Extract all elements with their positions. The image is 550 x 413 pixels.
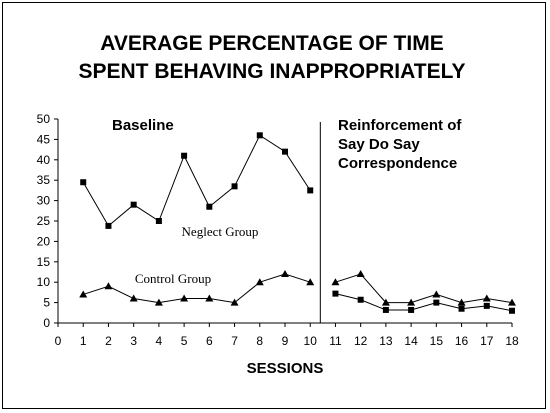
data-point-triangle	[381, 298, 390, 306]
x-tick-label: 0	[55, 334, 62, 348]
data-point-triangle	[356, 270, 365, 278]
data-point-triangle	[205, 294, 214, 302]
y-tick-label: 30	[37, 194, 51, 208]
data-point-square	[307, 187, 314, 194]
phase-label-2-line-1: Reinforcement of	[338, 117, 462, 134]
x-tick-label: 4	[156, 334, 163, 348]
data-point-square	[105, 222, 112, 229]
data-point-square	[206, 203, 213, 210]
x-tick-label: 3	[130, 334, 137, 348]
data-point-square	[130, 201, 137, 208]
data-point-triangle	[508, 298, 516, 306]
x-tick-label: 11	[329, 334, 342, 348]
y-tick-label: 10	[37, 275, 51, 289]
series-labels: Neglect Group Control Group	[135, 224, 259, 286]
title-line-2: SPENT BEHAVING INAPPROPRIATELY	[78, 60, 465, 83]
y-tick-label: 45	[37, 132, 51, 146]
x-tick-label: 5	[181, 334, 188, 348]
data-point-square	[382, 306, 389, 313]
data-point-triangle	[306, 278, 315, 286]
x-tick-label: 17	[480, 334, 494, 348]
y-tick-label: 0	[43, 316, 50, 330]
series-line	[335, 273, 513, 304]
y-tick-label: 15	[37, 255, 51, 269]
data-point-square	[181, 152, 188, 159]
data-point-triangle	[432, 290, 441, 298]
data-point-square	[282, 148, 288, 155]
data-point-square	[483, 302, 490, 309]
phase-label-1-line-1: Baseline	[112, 117, 174, 134]
y-tick-label: 20	[37, 234, 51, 248]
phase-label-2-line-2: Say Do Say	[338, 136, 420, 153]
x-tick-label: 9	[282, 334, 289, 348]
y-tick-label: 50	[37, 112, 51, 126]
series-line	[83, 273, 311, 304]
data-point-triangle	[457, 298, 466, 306]
chart-title: AVERAGE PERCENTAGE OF TIME SPENT BEHAVIN…	[78, 32, 465, 83]
data-point-triangle	[281, 270, 289, 278]
phase-labels: Baseline Reinforcement of Say Do Say Corres…	[112, 117, 462, 172]
series-label-control: Control Group	[135, 271, 211, 286]
series-line	[335, 293, 513, 312]
x-tick-label: 12	[354, 334, 368, 348]
data-point-square	[332, 290, 339, 297]
data-point-square	[231, 183, 238, 190]
x-tick-label: 14	[404, 334, 418, 348]
data-point-square	[155, 218, 162, 224]
data-point-square	[256, 132, 263, 139]
series-label-neglect: Neglect Group	[182, 224, 259, 239]
x-tick-label: 10	[304, 334, 318, 348]
data-point-triangle	[154, 298, 163, 306]
x-tick-label: 13	[379, 334, 393, 348]
data-point-triangle	[255, 278, 264, 286]
data-point-triangle	[482, 294, 491, 302]
x-tick-label: 6	[206, 334, 213, 348]
data-point-triangle	[129, 294, 138, 302]
series-line	[82, 134, 311, 227]
x-tick-label: 18	[505, 334, 519, 348]
y-tick-label: 25	[37, 214, 51, 228]
x-tick-label: 1	[80, 334, 87, 348]
data-point-triangle	[331, 278, 340, 286]
data-point-triangle	[230, 298, 239, 306]
series-control-group	[79, 270, 516, 306]
phase-label-2-line-3: Correspondence	[338, 155, 457, 172]
x-tick-label: 15	[430, 334, 444, 348]
y-tick-label: 5	[43, 296, 50, 310]
data-point-square	[458, 305, 465, 312]
data-point-triangle	[104, 282, 113, 290]
title-line-1: AVERAGE PERCENTAGE OF TIME	[100, 32, 443, 55]
y-tick-label: 40	[37, 153, 51, 167]
data-point-triangle	[180, 294, 189, 302]
y-tick-label: 35	[37, 173, 51, 187]
x-tick-label: 2	[105, 334, 112, 348]
data-point-square	[509, 307, 515, 314]
data-point-square	[433, 299, 440, 306]
series-layer	[79, 132, 516, 314]
data-point-triangle	[79, 290, 88, 298]
x-axis-label: SESSIONS	[247, 360, 324, 377]
chart-frame	[2, 2, 546, 409]
x-tick-label: 16	[455, 334, 469, 348]
data-point-square	[408, 306, 415, 313]
series-neglect-group	[80, 132, 515, 314]
data-point-square	[357, 296, 364, 303]
data-point-square	[80, 179, 87, 186]
x-tick-label: 7	[231, 334, 238, 348]
x-tick-label: 8	[256, 334, 263, 348]
data-point-triangle	[407, 298, 416, 306]
